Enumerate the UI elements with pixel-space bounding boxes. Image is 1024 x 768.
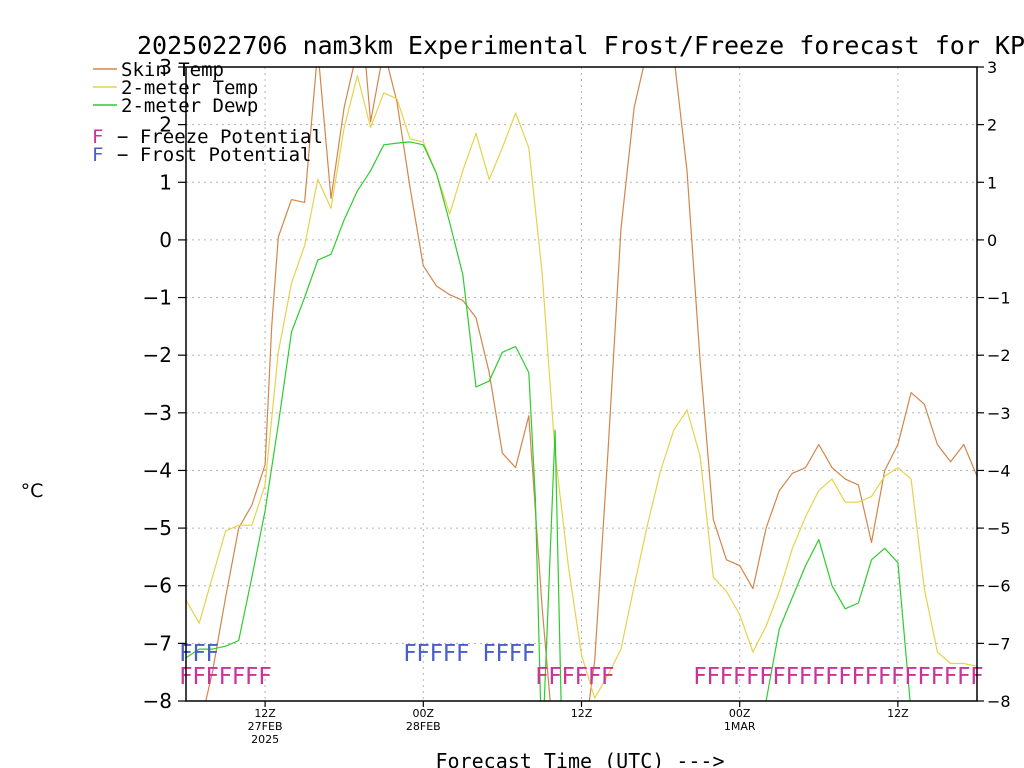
freeze-flag: F [193,664,206,690]
legend-label: 2-meter Temp [121,77,258,99]
right-y-tick-label: −3 [987,404,1011,423]
freeze-flag: F [535,664,548,690]
right-y-tick-label: −5 [987,519,1011,538]
frost-flag: F [417,641,430,667]
freeze-flag: F [812,664,825,690]
freeze-flag: F [733,664,746,690]
freeze-flag: F [549,664,562,690]
legend-potential-label: − Frost Potential [117,144,311,166]
freeze-flag: F [206,664,219,690]
left-y-tick-label: −2 [143,343,172,367]
freeze-flag: F [799,664,812,690]
left-y-tick-label: −3 [143,401,172,425]
left-y-tick-label: −7 [143,631,172,655]
right-y-tick-label: 2 [987,116,997,135]
series-line-2-meter-temp [186,75,977,699]
chart-title: 2025022706 nam3km Experimental Frost/Fre… [137,31,1024,60]
legend-label: Skin Temp [121,59,224,81]
freeze-flag: F [219,664,232,690]
freeze-flag: F [865,664,878,690]
frost-flag: F [483,641,496,667]
freeze-flag: F [720,664,733,690]
frost-flag: F [522,641,535,667]
freeze-flag: F [707,664,720,690]
left-y-tick-label: 1 [159,170,172,194]
freeze-flag: F [918,664,931,690]
freeze-flag: F [746,664,759,690]
left-y-tick-label: −5 [143,516,172,540]
freeze-flag: F [232,664,245,690]
x-tick-label: 00Z [413,707,435,720]
frost-flag: F [430,641,443,667]
freeze-flag: F [773,664,786,690]
freeze-flag: F [891,664,904,690]
frost-flag: F [443,641,456,667]
freeze-flag: F [245,664,258,690]
freeze-flag: F [759,664,772,690]
freeze-flag: F [786,664,799,690]
frost-flag: F [496,641,509,667]
freeze-flag: F [588,664,601,690]
y-axis-label: °C [21,480,44,502]
x-tick-label: 27FEB [248,720,283,733]
grid-lines [186,67,977,701]
left-y-tick-label: 2 [159,113,172,137]
frost-flag: F [456,641,469,667]
left-y-tick-label: 0 [159,228,172,252]
series-line-skin-temp [205,67,977,701]
freeze-flag: F [904,664,917,690]
right-y-tick-label: −4 [987,461,1011,480]
x-tick-label: 12Z [887,707,909,720]
freeze-flag: F [825,664,838,690]
x-axis-label: Forecast Time (UTC) ---> [436,749,725,768]
potential-flags: F F F F F F F F F F F FF F F F F F F F F F F F F F F F F F F F F F F F F F F F… [179,641,983,690]
right-y-tick-label: 1 [987,173,997,192]
right-y-tick-label: −1 [987,289,1011,308]
series-line-2-meter-dewp [186,141,911,701]
x-tick-label: 00Z [729,707,751,720]
x-tick-label: 1MAR [724,720,756,733]
legend-potential-marker: F [92,144,103,166]
legend-label: 2-meter Dewp [121,95,258,117]
legend-potential-marker: F [92,126,103,148]
left-y-tick-label: −8 [143,689,172,713]
freeze-flag: F [931,664,944,690]
right-y-tick-label: −8 [987,692,1011,711]
right-y-tick-label: −7 [987,634,1011,653]
x-tick-label: 28FEB [406,720,441,733]
left-y-tick-label: −6 [143,574,172,598]
right-y-tick-label: −2 [987,346,1011,365]
right-y-axis: 3 2 1 0 −1 −2 −3 −4 −5 −6 −7 −8 [977,58,1011,711]
freeze-flag: F [839,664,852,690]
right-y-tick-label: 0 [987,231,997,250]
freeze-flag: F [258,664,271,690]
x-tick-label: 12Z [571,707,593,720]
freeze-flag: F [562,664,575,690]
frost-flag: F [206,641,219,667]
left-y-tick-label: −1 [143,286,172,310]
right-y-tick-label: −6 [987,577,1011,596]
frost-flag: F [193,641,206,667]
legend-potential-label: − Freeze Potential [117,126,323,148]
right-y-tick-label: 3 [987,58,997,77]
freeze-flag: F [852,664,865,690]
frost-flag: F [509,641,522,667]
freeze-flag: F [878,664,891,690]
freeze-flag: F [694,664,707,690]
freeze-flag: F [957,664,970,690]
frost-flag: F [403,641,416,667]
x-tick-label: 12Z [254,707,276,720]
freeze-flag: F [601,664,614,690]
left-y-axis: 3 2 1 0 −1 −2 −3 −4 −5 −6 −7 −8 [143,55,186,713]
left-y-tick-label: −4 [143,458,172,482]
freeze-flag: F [944,664,957,690]
freeze-flag: F [575,664,588,690]
series-layer [186,67,977,701]
x-tick-label: 2025 [251,733,279,746]
left-y-tick-label: 3 [159,55,172,79]
